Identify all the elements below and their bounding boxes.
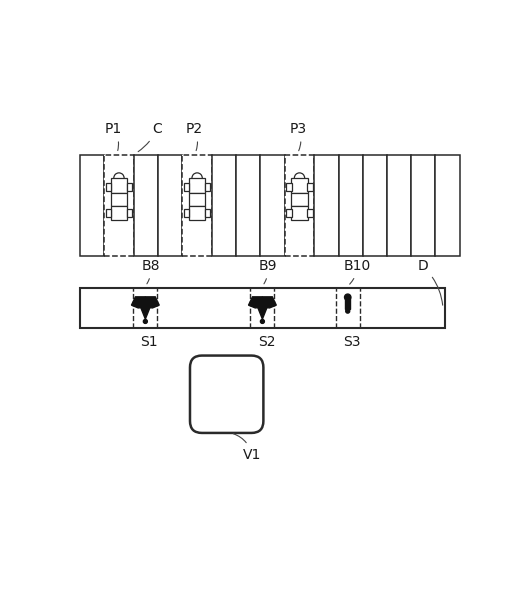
Bar: [314, 155, 338, 257]
Bar: [291, 206, 308, 221]
Text: B9: B9: [259, 260, 277, 284]
Bar: [111, 178, 127, 193]
Bar: [205, 183, 210, 191]
Bar: [363, 155, 387, 257]
Text: S3: S3: [343, 335, 360, 349]
Bar: [236, 155, 261, 257]
Circle shape: [114, 173, 124, 183]
Polygon shape: [262, 297, 276, 308]
Bar: [189, 206, 205, 221]
Bar: [291, 193, 308, 206]
Polygon shape: [141, 299, 150, 319]
Bar: [104, 155, 134, 257]
Polygon shape: [258, 299, 267, 319]
Bar: [106, 183, 111, 191]
Bar: [435, 155, 460, 257]
Bar: [345, 297, 350, 309]
Bar: [158, 155, 182, 257]
Bar: [184, 183, 189, 191]
Text: P3: P3: [290, 123, 307, 151]
Circle shape: [346, 309, 350, 313]
Polygon shape: [145, 297, 159, 308]
Bar: [338, 155, 363, 257]
Text: S1: S1: [141, 335, 158, 349]
Text: P2: P2: [185, 123, 202, 151]
Bar: [189, 193, 205, 206]
Bar: [106, 209, 111, 216]
Text: S2: S2: [258, 335, 275, 349]
Bar: [205, 209, 210, 216]
Polygon shape: [248, 297, 262, 308]
Bar: [80, 288, 445, 328]
Text: P1: P1: [105, 123, 122, 151]
Bar: [212, 155, 236, 257]
Bar: [286, 209, 291, 216]
Bar: [127, 183, 132, 191]
Text: C: C: [138, 123, 162, 152]
Text: V1: V1: [233, 434, 261, 462]
FancyBboxPatch shape: [190, 356, 263, 433]
Bar: [134, 155, 158, 257]
Bar: [80, 155, 104, 257]
Polygon shape: [132, 297, 145, 308]
Bar: [184, 209, 189, 216]
Bar: [182, 155, 212, 257]
Bar: [111, 206, 127, 221]
Bar: [411, 155, 435, 257]
Bar: [286, 183, 291, 191]
Circle shape: [345, 294, 351, 300]
Bar: [111, 193, 127, 206]
Bar: [307, 209, 313, 216]
Bar: [285, 155, 314, 257]
Text: B8: B8: [141, 260, 160, 284]
Bar: [307, 183, 313, 191]
Circle shape: [294, 173, 305, 183]
Circle shape: [192, 173, 202, 183]
Bar: [387, 155, 411, 257]
Bar: [261, 155, 285, 257]
Bar: [291, 178, 308, 193]
Circle shape: [261, 319, 264, 324]
Circle shape: [143, 319, 147, 324]
Text: B10: B10: [344, 260, 371, 284]
Text: D: D: [417, 260, 443, 305]
Bar: [189, 178, 205, 193]
Bar: [127, 209, 132, 216]
